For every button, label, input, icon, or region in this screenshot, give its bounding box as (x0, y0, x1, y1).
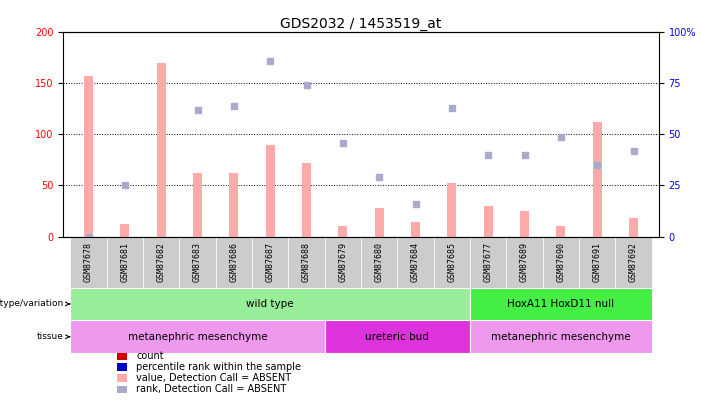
Bar (116, 386, 128, 393)
Bar (193, 173, 202, 237)
Text: GSM87679: GSM87679 (339, 242, 348, 281)
Bar (70, 320, 325, 353)
Text: tissue: tissue (37, 332, 69, 341)
Bar (592, 122, 601, 237)
Bar (470, 320, 652, 353)
Bar (70, 288, 470, 320)
Text: GSM87684: GSM87684 (411, 242, 420, 281)
Bar (252, 237, 288, 288)
Text: metanephric mesenchyme: metanephric mesenchyme (491, 332, 631, 342)
Bar (116, 363, 128, 371)
Text: percentile rank within the sample: percentile rank within the sample (137, 362, 301, 372)
Text: ureteric bud: ureteric bud (365, 332, 429, 342)
Bar (629, 218, 638, 237)
Bar (506, 237, 543, 288)
Bar (216, 237, 252, 288)
Bar (84, 76, 93, 237)
Text: GSM87691: GSM87691 (592, 242, 601, 281)
Text: GSM87688: GSM87688 (302, 242, 311, 281)
Bar (302, 163, 311, 237)
Text: rank, Detection Call = ABSENT: rank, Detection Call = ABSENT (137, 384, 287, 394)
Text: GSM87678: GSM87678 (84, 242, 93, 281)
Text: GSM87682: GSM87682 (157, 242, 165, 281)
Bar (107, 237, 143, 288)
Text: GSM87689: GSM87689 (520, 242, 529, 281)
Bar (116, 374, 128, 382)
Text: value, Detection Call = ABSENT: value, Detection Call = ABSENT (137, 373, 292, 383)
Bar (447, 183, 456, 237)
Bar (397, 237, 434, 288)
Bar (339, 226, 348, 237)
Text: wild type: wild type (246, 299, 294, 309)
Bar (156, 63, 165, 237)
Bar (266, 145, 275, 237)
Text: metanephric mesenchyme: metanephric mesenchyme (128, 332, 267, 342)
Bar (579, 237, 615, 288)
Text: GSM87681: GSM87681 (121, 242, 130, 281)
Bar (557, 226, 566, 237)
Bar (121, 224, 130, 237)
Bar (411, 222, 420, 237)
Text: GSM87685: GSM87685 (447, 242, 456, 281)
Text: GSM87683: GSM87683 (193, 242, 202, 281)
Bar (143, 237, 179, 288)
Bar (484, 206, 493, 237)
Bar (325, 320, 470, 353)
Bar (70, 237, 107, 288)
Text: GSM87680: GSM87680 (374, 242, 383, 281)
Bar (179, 237, 216, 288)
Text: HoxA11 HoxD11 null: HoxA11 HoxD11 null (508, 299, 614, 309)
Bar (434, 237, 470, 288)
Bar (116, 352, 128, 360)
Text: GSM87677: GSM87677 (484, 242, 493, 281)
Bar (520, 211, 529, 237)
Bar (615, 237, 652, 288)
Bar (374, 208, 383, 237)
Text: GSM87687: GSM87687 (266, 242, 275, 281)
Text: GSM87692: GSM87692 (629, 242, 638, 281)
Text: count: count (137, 351, 164, 361)
Bar (470, 288, 652, 320)
Bar (288, 237, 325, 288)
Bar (229, 173, 238, 237)
Text: genotype/variation: genotype/variation (0, 299, 69, 309)
Text: GSM87690: GSM87690 (557, 242, 565, 281)
Bar (470, 237, 506, 288)
Text: GSM87686: GSM87686 (229, 242, 238, 281)
Bar (325, 237, 361, 288)
Bar (543, 237, 579, 288)
Title: GDS2032 / 1453519_at: GDS2032 / 1453519_at (280, 17, 442, 31)
Bar (361, 237, 397, 288)
